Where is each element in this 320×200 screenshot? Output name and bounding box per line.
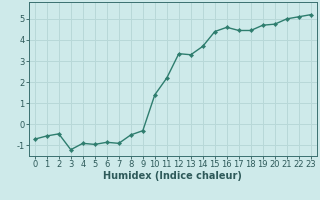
X-axis label: Humidex (Indice chaleur): Humidex (Indice chaleur) [103, 171, 242, 181]
